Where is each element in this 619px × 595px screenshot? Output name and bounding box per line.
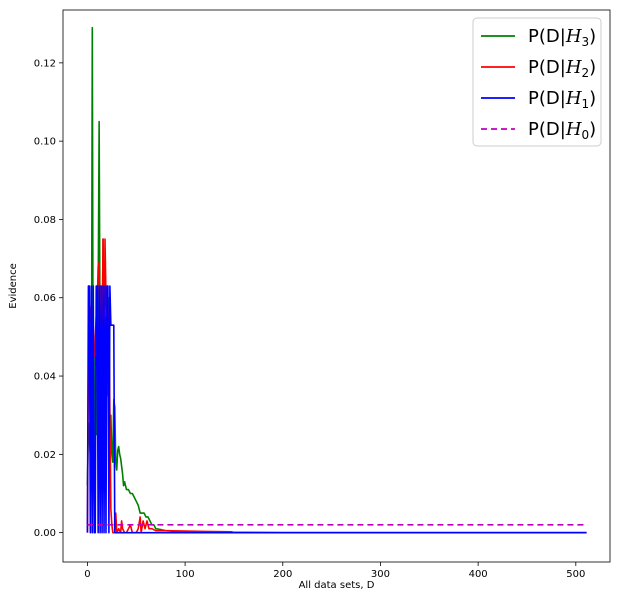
y-tick-label: 0.12 bbox=[34, 58, 56, 69]
legend-label: P(D|H2) bbox=[528, 57, 596, 80]
x-tick-label: 500 bbox=[566, 569, 585, 580]
y-tick-label: 0.06 bbox=[34, 293, 56, 304]
axes bbox=[62, 9, 611, 563]
y-tick-label: 0.08 bbox=[34, 215, 56, 226]
legend: P(D|H3) P(D|H2) P(D|H1) P(D|H0) bbox=[472, 17, 602, 147]
series-line-pdh1 bbox=[86, 285, 587, 534]
legend-label: P(D|H1) bbox=[528, 88, 596, 111]
y-tick-label: 0.02 bbox=[34, 450, 56, 461]
y-tick-label: 0.04 bbox=[34, 372, 56, 383]
axes-frame bbox=[62, 9, 611, 563]
legend-label: P(D|H3) bbox=[528, 26, 596, 49]
x-axis-label: All data sets, D bbox=[299, 580, 375, 591]
ticks: 0 100 200 300 400 500 0.00 0.02 0.04 0.06 0.08 0.10… bbox=[34, 58, 586, 580]
y-tick-label: 0.00 bbox=[34, 528, 56, 539]
x-tick-label: 100 bbox=[176, 569, 195, 580]
x-tick-label: 300 bbox=[371, 569, 390, 580]
y-axis-label: Evidence bbox=[8, 263, 19, 309]
plot-area bbox=[86, 26, 587, 534]
x-tick-label: 200 bbox=[273, 569, 292, 580]
x-tick-label: 0 bbox=[84, 569, 90, 580]
y-tick-label: 0.10 bbox=[34, 137, 56, 148]
x-tick-label: 400 bbox=[469, 569, 488, 580]
legend-box bbox=[472, 17, 602, 147]
legend-label: P(D|H0) bbox=[528, 119, 596, 142]
